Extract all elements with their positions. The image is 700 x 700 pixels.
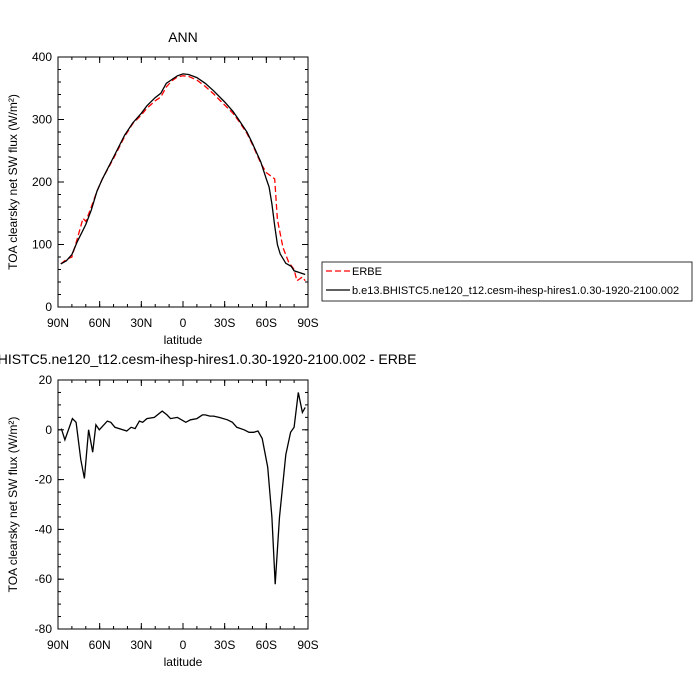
bottom-plot-difference: b.e13.BHISTC5.ne120_t12.cesm-ihesp-hires… [0,351,416,669]
x-tick-label: 90S [297,638,318,652]
y-axis-label: TOA clearsky net SW flux (W/m²) [6,417,20,593]
legend: ERBE b.e13.BHISTC5.ne120_t12.cesm-ihesp-h… [321,261,693,302]
x-tick-label: 0 [180,638,187,652]
x-tick-label: 30N [130,316,152,330]
legend-box [321,261,693,302]
plot-title: ANN [168,29,198,45]
x-tick-label: 30S [214,316,235,330]
y-tick-label: 0 [45,423,52,437]
y-tick-label: 20 [39,373,53,387]
x-tick-label: 90S [297,316,318,330]
series-line-erbe [60,75,306,282]
plot-title: b.e13.BHISTC5.ne120_t12.cesm-ihesp-hires… [0,351,416,367]
x-tick-label: 60N [89,316,111,330]
x-axis-label: latitude [164,333,203,347]
y-tick-label: 400 [32,50,52,64]
legend-label: ERBE [352,266,382,278]
y-tick-label: 200 [32,175,52,189]
series-line-model [60,73,306,276]
y-tick-label: -80 [35,622,53,636]
x-tick-label: 60S [256,638,277,652]
y-tick-label: -40 [35,522,53,536]
y-tick-label: -60 [35,572,53,586]
x-tick-label: 90N [47,638,69,652]
x-tick-label: 60S [256,316,277,330]
y-axis-label: TOA clearsky net SW flux (W/m²) [6,94,20,270]
x-tick-label: 30N [130,638,152,652]
x-tick-label: 30S [214,638,235,652]
y-tick-label: 0 [45,300,52,314]
y-tick-label: -20 [35,473,53,487]
y-tick-label: 100 [32,238,52,252]
x-tick-label: 0 [180,316,187,330]
x-tick-label: 90N [47,316,69,330]
x-tick-label: 60N [89,638,111,652]
top-plot-annual-flux: ANN 90N 60N 30N 0 30S 60S 90S 0 100 200 300 400 latit… [6,29,319,347]
y-tick-label: 300 [32,113,52,127]
x-axis-label: latitude [164,655,203,669]
series-line-model [60,392,306,585]
legend-label: b.e13.BHISTC5.ne120_t12.cesm-ihesp-hires… [352,285,679,297]
plot-frame [57,56,309,308]
